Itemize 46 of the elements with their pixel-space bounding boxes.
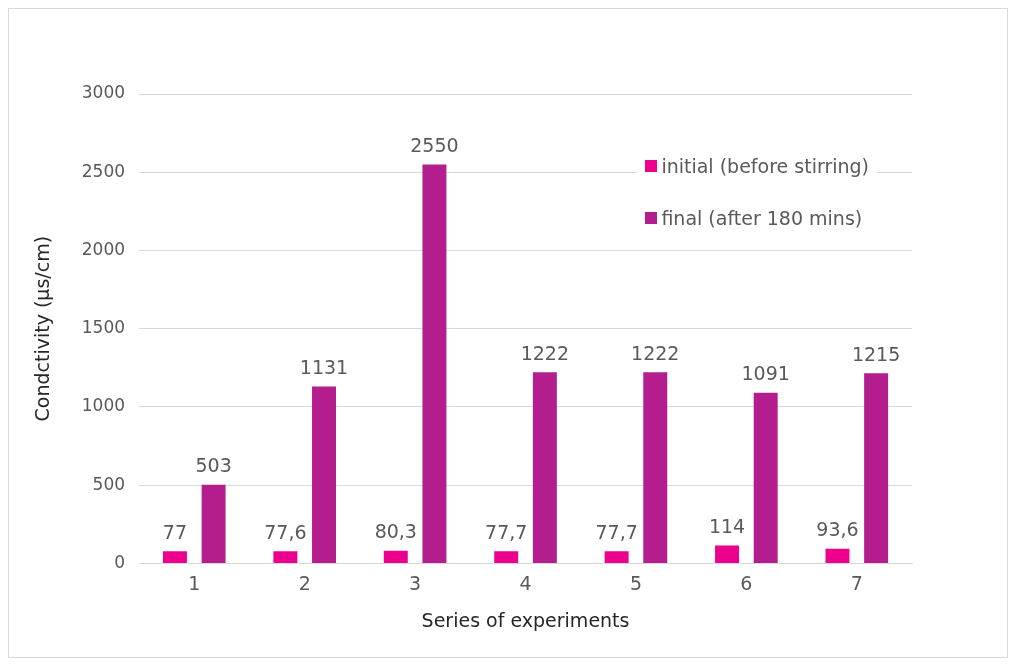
- data-label: 77,7: [485, 520, 528, 543]
- data-label: 80,3: [374, 520, 417, 543]
- x-tick-label: 3: [409, 571, 422, 594]
- bar: [383, 550, 408, 563]
- bar: [532, 372, 557, 563]
- y-tick-label: 1500: [81, 317, 126, 338]
- data-label: 77,6: [264, 520, 307, 543]
- x-tick-label: 5: [629, 571, 642, 594]
- bar: [422, 164, 447, 563]
- x-tick-label: 6: [740, 571, 753, 594]
- bar: [273, 551, 298, 563]
- data-label: 2550: [410, 133, 459, 156]
- bar: [494, 551, 519, 563]
- bar: [864, 373, 889, 563]
- bar: [715, 545, 740, 563]
- data-label: 77,7: [595, 520, 638, 543]
- data-label: 503: [195, 454, 232, 477]
- data-label: 114: [708, 515, 746, 537]
- bar: [201, 484, 226, 563]
- y-tick-label: 2000: [81, 238, 126, 259]
- y-tick-label: 500: [92, 473, 126, 494]
- bar: [312, 386, 336, 563]
- y-tick-label: 2500: [81, 160, 126, 181]
- legend-label: final (after 180 mins): [661, 207, 863, 229]
- data-label: 1215: [851, 342, 901, 365]
- bar: [825, 548, 850, 563]
- data-label: 1222: [520, 341, 570, 364]
- y-axis-title: Condctivity (µs/cm): [31, 235, 54, 422]
- y-tick-label: 3000: [81, 82, 126, 103]
- data-label: 1131: [299, 355, 349, 378]
- x-tick-label: 4: [519, 571, 532, 594]
- x-axis-title: Series of experiments: [421, 608, 630, 631]
- x-tick-label: 1: [188, 571, 201, 594]
- x-tick-label: 7: [850, 571, 863, 594]
- bar: [643, 372, 668, 563]
- bar: [162, 551, 187, 563]
- y-tick-label: 0: [114, 551, 126, 572]
- data-label: 93,6: [816, 518, 859, 541]
- data-label: 1222: [631, 341, 680, 364]
- bar: [604, 551, 629, 563]
- legend-label: initial (before stirring): [661, 155, 869, 177]
- y-tick-label: 1000: [81, 395, 126, 416]
- bar: [753, 392, 778, 563]
- data-label: 77: [162, 520, 188, 543]
- x-tick-label: 2: [298, 571, 311, 594]
- data-label: 1091: [741, 362, 790, 385]
